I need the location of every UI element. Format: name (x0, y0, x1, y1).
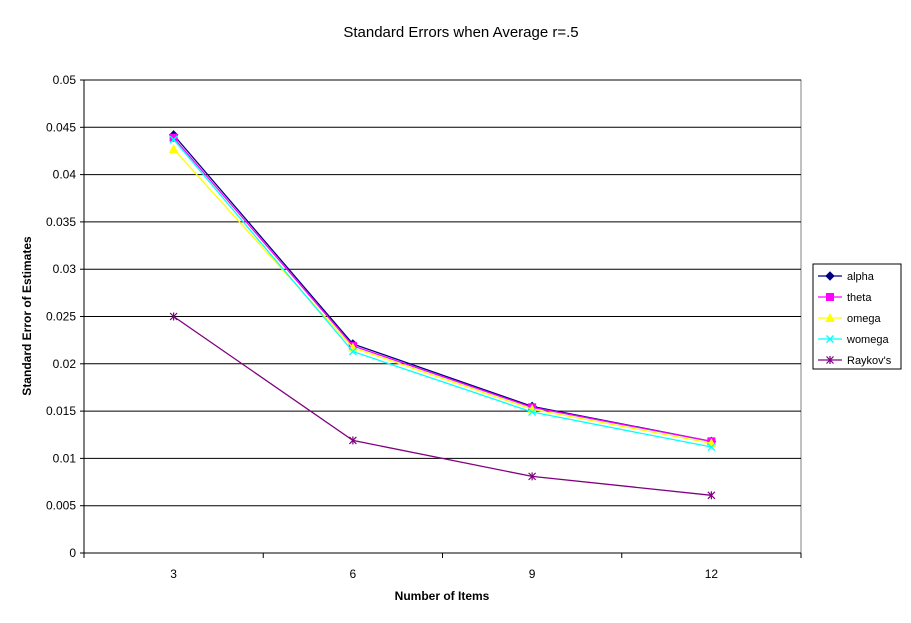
series-womega-point (528, 408, 537, 417)
series-raykov-s-point (707, 491, 716, 500)
y-axis-ticks: 0 0.005 0.01 0.015 0.02 0.025 0.03 0.035 0.04 0.0… (46, 73, 85, 560)
legend-swatch-marker (826, 293, 834, 301)
series-womega-point (707, 443, 716, 452)
series-omega-line (173, 148, 712, 444)
series-womega-point (169, 135, 178, 144)
series-raykov-s-point (348, 436, 357, 445)
y-tick-label: 0.03 (53, 262, 77, 276)
chart-title: Standard Errors when Average r=.5 (343, 24, 578, 41)
legend-box (812, 263, 902, 370)
x-tick-label: 6 (350, 567, 357, 581)
series-group (168, 130, 717, 500)
legend-label: theta (847, 292, 872, 304)
x-tick-label: 12 (705, 567, 719, 581)
legend-swatch-marker (825, 312, 835, 322)
series-raykov-s-point (528, 472, 537, 481)
legend-swatch-marker (826, 356, 834, 364)
series-raykov-s-point (169, 312, 178, 321)
y-tick-label: 0.02 (53, 357, 77, 371)
x-axis-label: Number of Items (395, 589, 490, 603)
legend-swatch-marker (825, 271, 835, 281)
y-tick-label: 0.045 (46, 120, 76, 134)
legend-label: alpha (847, 271, 875, 283)
series-theta-line (173, 137, 712, 443)
y-tick-label: 0.04 (53, 168, 77, 182)
y-axis-label: Standard Error of Estimates (20, 236, 34, 396)
series-raykov-s-line (173, 315, 712, 496)
series-theta-point (169, 133, 178, 142)
x-tick-label: 9 (529, 567, 536, 581)
legend-item-omega: omega (818, 312, 882, 325)
gridlines (84, 79, 801, 507)
y-tick-label: 0.01 (53, 451, 77, 465)
series-omega-point (168, 143, 179, 154)
legend-swatch-marker (826, 335, 834, 343)
legend-item-theta: theta (818, 292, 872, 304)
legend-item-raykov-s: Raykov's (818, 355, 892, 367)
legend-item-womega: womega (818, 334, 889, 346)
y-tick-label: 0.005 (46, 499, 76, 513)
y-tick-label: 0 (69, 546, 76, 560)
y-tick-label: 0.035 (46, 215, 76, 229)
series-womega-point (348, 347, 357, 356)
series-womega-line (173, 139, 712, 448)
legend-label: womega (846, 334, 889, 346)
legend: alpha theta omega womega Raykov's (812, 263, 902, 370)
x-axis-ticks: 3 6 9 12 (83, 552, 802, 581)
legend-item-alpha: alpha (818, 271, 875, 283)
legend-label: Raykov's (847, 355, 892, 367)
legend-label: omega (847, 313, 882, 325)
y-tick-label: 0.025 (46, 310, 76, 324)
y-tick-label: 0.05 (53, 73, 77, 87)
x-tick-label: 3 (170, 567, 177, 581)
y-tick-label: 0.015 (46, 404, 76, 418)
